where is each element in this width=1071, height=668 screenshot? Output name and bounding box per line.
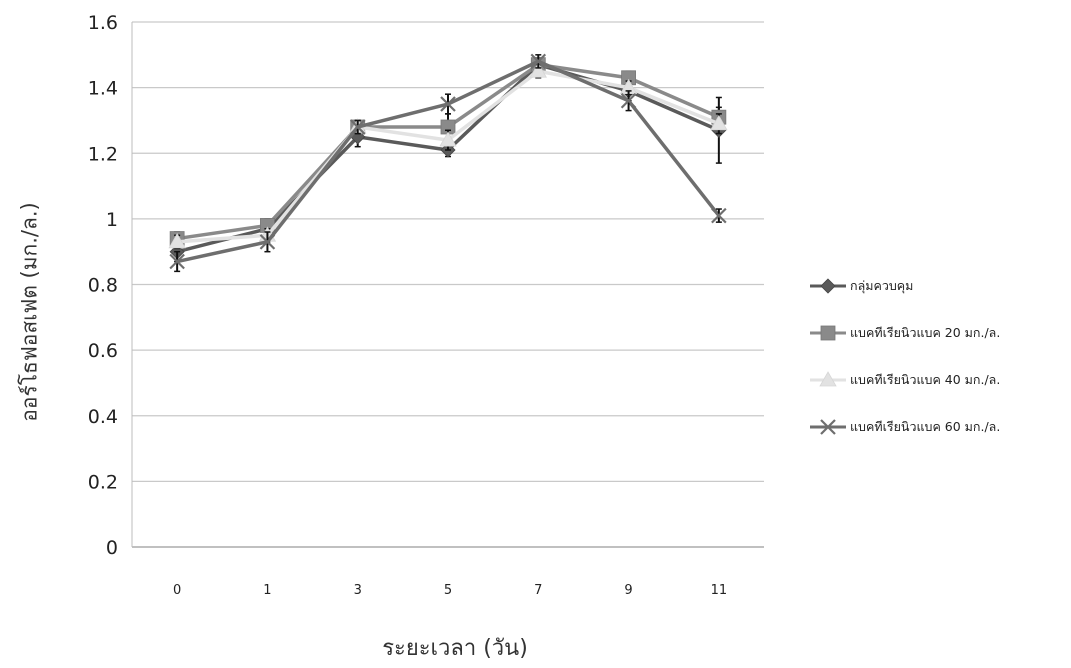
x-tick-label: 5 <box>444 583 452 598</box>
y-tick-label: 0.6 <box>88 340 118 362</box>
data-point <box>259 234 276 250</box>
legend-swatch <box>810 418 846 435</box>
x-tick-label: 1 <box>263 583 271 598</box>
series-4 <box>169 53 727 273</box>
y-tick-label: 1.6 <box>88 12 118 34</box>
data-point <box>530 53 547 70</box>
data-point <box>168 233 186 249</box>
x-axis-label: ระยะเวลา (วัน) <box>382 636 528 661</box>
legend-item: แบคทีเรียนิวแบค 60 มก./ล. <box>808 403 1068 450</box>
legend-marker <box>819 370 837 386</box>
data-point <box>439 131 457 147</box>
x-tick-label: 11 <box>711 583 728 598</box>
data-point <box>529 62 547 78</box>
x-tick-label: 3 <box>354 583 362 598</box>
legend-item: แบคทีเรียนิวแบค 20 มก./ล. <box>808 309 1068 356</box>
y-tick-label: 1 <box>106 209 118 231</box>
legend-swatch <box>810 325 846 340</box>
y-tick-label: 0 <box>106 537 118 559</box>
legend-marker <box>820 325 836 340</box>
legend-label: แบคทีเรียนิวแบค 60 มก./ล. <box>850 418 1001 434</box>
data-point <box>169 253 185 270</box>
y-tick-label: 1.4 <box>88 78 118 100</box>
y-tick-label: 0.8 <box>88 275 118 297</box>
x-tick-label: 9 <box>624 583 632 598</box>
legend-swatch <box>810 277 846 294</box>
legend-label: แบคทีเรียนิวแบค 20 มก./ล. <box>850 324 1001 340</box>
legend-label: แบคทีเรียนิวแบค 40 มก./ล. <box>850 371 1001 387</box>
data-point <box>620 92 637 109</box>
data-point <box>710 114 728 131</box>
legend-item: แบคทีเรียนิวแบค 40 มก./ล. <box>808 356 1068 403</box>
y-axis-label: ออร์โธฟอสเฟต (มก./ล.) <box>17 202 42 422</box>
legend-item: กลุ่มควบคุม <box>808 262 1068 309</box>
legend-label: กลุ่มควบคุม <box>850 277 914 293</box>
y-tick-label: 0.4 <box>88 406 118 428</box>
legend-marker <box>820 418 836 435</box>
y-tick-label: 0.2 <box>88 471 118 493</box>
x-tick-label: 0 <box>173 583 181 598</box>
data-point <box>440 96 456 112</box>
series-1 <box>169 57 727 263</box>
legend-swatch <box>810 370 846 386</box>
x-tick-label: 7 <box>534 583 542 598</box>
legend: กลุ่มควบคุมแบคทีเรียนิวแบค 20 มก./ล. แบคท… <box>808 262 1068 450</box>
legend-marker <box>820 277 836 294</box>
data-point <box>349 119 366 135</box>
data-point <box>711 207 727 224</box>
y-tick-label: 1.2 <box>88 143 118 165</box>
